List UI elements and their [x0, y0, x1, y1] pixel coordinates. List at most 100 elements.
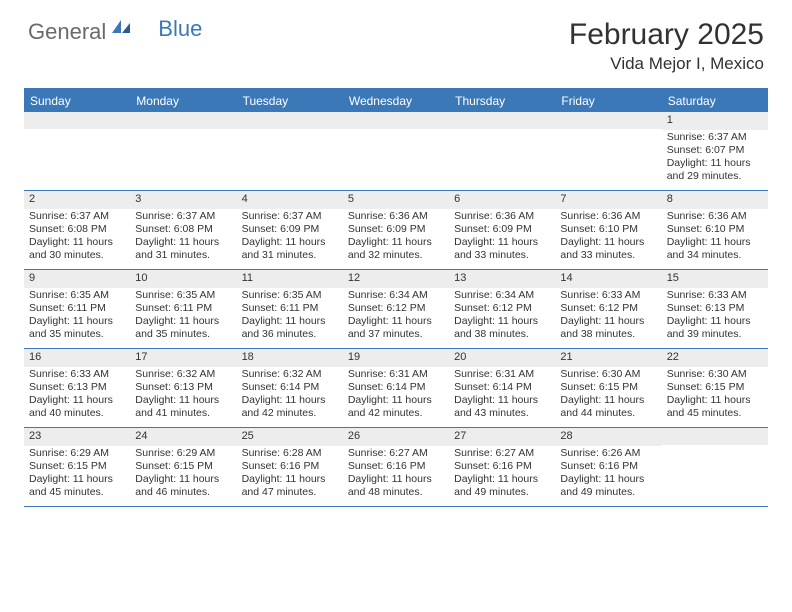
day-number: 3: [130, 191, 236, 209]
day-number: 8: [662, 191, 768, 209]
day-number: 18: [237, 349, 343, 367]
daylight-text: Daylight: 11 hours and 39 minutes.: [667, 315, 763, 341]
day-number: 22: [662, 349, 768, 367]
day-number: 14: [555, 270, 661, 288]
day-cell: [24, 112, 130, 190]
calendar: SundayMondayTuesdayWednesdayThursdayFrid…: [24, 88, 768, 507]
day-number: 4: [237, 191, 343, 209]
logo: General Blue: [28, 18, 202, 45]
day-cell: 3Sunrise: 6:37 AMSunset: 6:08 PMDaylight…: [130, 191, 236, 269]
sunrise-text: Sunrise: 6:33 AM: [560, 289, 656, 302]
sunset-text: Sunset: 6:14 PM: [454, 381, 550, 394]
sunset-text: Sunset: 6:08 PM: [135, 223, 231, 236]
day-body: Sunrise: 6:32 AMSunset: 6:13 PMDaylight:…: [130, 367, 236, 421]
day-body: Sunrise: 6:37 AMSunset: 6:08 PMDaylight:…: [130, 209, 236, 263]
sunrise-text: Sunrise: 6:29 AM: [29, 447, 125, 460]
day-number: 21: [555, 349, 661, 367]
day-cell: 28Sunrise: 6:26 AMSunset: 6:16 PMDayligh…: [555, 428, 661, 506]
day-cell: 26Sunrise: 6:27 AMSunset: 6:16 PMDayligh…: [343, 428, 449, 506]
sunrise-text: Sunrise: 6:36 AM: [560, 210, 656, 223]
sunrise-text: Sunrise: 6:27 AM: [348, 447, 444, 460]
day-cell: 23Sunrise: 6:29 AMSunset: 6:15 PMDayligh…: [24, 428, 130, 506]
sunrise-text: Sunrise: 6:36 AM: [454, 210, 550, 223]
sunrise-text: Sunrise: 6:36 AM: [348, 210, 444, 223]
day-number: 9: [24, 270, 130, 288]
sunrise-text: Sunrise: 6:32 AM: [242, 368, 338, 381]
day-body: Sunrise: 6:31 AMSunset: 6:14 PMDaylight:…: [343, 367, 449, 421]
logo-text-blue: Blue: [158, 16, 202, 42]
week-row: 16Sunrise: 6:33 AMSunset: 6:13 PMDayligh…: [24, 349, 768, 428]
day-number: 1: [662, 112, 768, 130]
day-cell: [343, 112, 449, 190]
day-cell: 16Sunrise: 6:33 AMSunset: 6:13 PMDayligh…: [24, 349, 130, 427]
day-cell: 21Sunrise: 6:30 AMSunset: 6:15 PMDayligh…: [555, 349, 661, 427]
sunset-text: Sunset: 6:09 PM: [454, 223, 550, 236]
sunset-text: Sunset: 6:14 PM: [348, 381, 444, 394]
daylight-text: Daylight: 11 hours and 46 minutes.: [135, 473, 231, 499]
day-cell: 7Sunrise: 6:36 AMSunset: 6:10 PMDaylight…: [555, 191, 661, 269]
day-body: Sunrise: 6:37 AMSunset: 6:09 PMDaylight:…: [237, 209, 343, 263]
daylight-text: Daylight: 11 hours and 38 minutes.: [454, 315, 550, 341]
day-body: Sunrise: 6:30 AMSunset: 6:15 PMDaylight:…: [662, 367, 768, 421]
page-title: February 2025: [569, 18, 764, 52]
daylight-text: Daylight: 11 hours and 35 minutes.: [135, 315, 231, 341]
day-cell: 14Sunrise: 6:33 AMSunset: 6:12 PMDayligh…: [555, 270, 661, 348]
sunset-text: Sunset: 6:14 PM: [242, 381, 338, 394]
title-block: February 2025 Vida Mejor I, Mexico: [569, 18, 764, 74]
sunset-text: Sunset: 6:15 PM: [29, 460, 125, 473]
day-cell: 22Sunrise: 6:30 AMSunset: 6:15 PMDayligh…: [662, 349, 768, 427]
sunset-text: Sunset: 6:16 PM: [242, 460, 338, 473]
day-body: Sunrise: 6:28 AMSunset: 6:16 PMDaylight:…: [237, 446, 343, 500]
day-number: 19: [343, 349, 449, 367]
day-body: Sunrise: 6:36 AMSunset: 6:10 PMDaylight:…: [662, 209, 768, 263]
day-number: 15: [662, 270, 768, 288]
sunset-text: Sunset: 6:11 PM: [242, 302, 338, 315]
sunrise-text: Sunrise: 6:31 AM: [454, 368, 550, 381]
sunset-text: Sunset: 6:13 PM: [667, 302, 763, 315]
daylight-text: Daylight: 11 hours and 40 minutes.: [29, 394, 125, 420]
daylight-text: Daylight: 11 hours and 42 minutes.: [348, 394, 444, 420]
day-number: 24: [130, 428, 236, 446]
daylight-text: Daylight: 11 hours and 31 minutes.: [135, 236, 231, 262]
day-number: 11: [237, 270, 343, 288]
day-number: [237, 112, 343, 129]
daylight-text: Daylight: 11 hours and 34 minutes.: [667, 236, 763, 262]
weekday-header: Tuesday: [237, 90, 343, 112]
day-cell: 13Sunrise: 6:34 AMSunset: 6:12 PMDayligh…: [449, 270, 555, 348]
sunset-text: Sunset: 6:12 PM: [348, 302, 444, 315]
sunset-text: Sunset: 6:10 PM: [560, 223, 656, 236]
weekday-header: Sunday: [24, 90, 130, 112]
day-cell: 6Sunrise: 6:36 AMSunset: 6:09 PMDaylight…: [449, 191, 555, 269]
sunset-text: Sunset: 6:16 PM: [454, 460, 550, 473]
daylight-text: Daylight: 11 hours and 35 minutes.: [29, 315, 125, 341]
day-number: 27: [449, 428, 555, 446]
day-cell: [237, 112, 343, 190]
day-body: Sunrise: 6:27 AMSunset: 6:16 PMDaylight:…: [449, 446, 555, 500]
day-cell: 19Sunrise: 6:31 AMSunset: 6:14 PMDayligh…: [343, 349, 449, 427]
sunset-text: Sunset: 6:07 PM: [667, 144, 763, 157]
day-body: Sunrise: 6:37 AMSunset: 6:07 PMDaylight:…: [662, 130, 768, 184]
sunset-text: Sunset: 6:11 PM: [29, 302, 125, 315]
day-cell: 25Sunrise: 6:28 AMSunset: 6:16 PMDayligh…: [237, 428, 343, 506]
day-body: Sunrise: 6:30 AMSunset: 6:15 PMDaylight:…: [555, 367, 661, 421]
day-number: 6: [449, 191, 555, 209]
sunrise-text: Sunrise: 6:30 AM: [560, 368, 656, 381]
day-number: 23: [24, 428, 130, 446]
sunset-text: Sunset: 6:15 PM: [560, 381, 656, 394]
day-cell: 10Sunrise: 6:35 AMSunset: 6:11 PMDayligh…: [130, 270, 236, 348]
day-number: 25: [237, 428, 343, 446]
sunset-text: Sunset: 6:08 PM: [29, 223, 125, 236]
sunrise-text: Sunrise: 6:27 AM: [454, 447, 550, 460]
day-cell: [662, 428, 768, 506]
day-number: 13: [449, 270, 555, 288]
sunrise-text: Sunrise: 6:35 AM: [242, 289, 338, 302]
day-number: [24, 112, 130, 129]
sunset-text: Sunset: 6:09 PM: [348, 223, 444, 236]
day-cell: 5Sunrise: 6:36 AMSunset: 6:09 PMDaylight…: [343, 191, 449, 269]
day-body: Sunrise: 6:27 AMSunset: 6:16 PMDaylight:…: [343, 446, 449, 500]
sunrise-text: Sunrise: 6:32 AM: [135, 368, 231, 381]
sunrise-text: Sunrise: 6:33 AM: [667, 289, 763, 302]
week-row: 2Sunrise: 6:37 AMSunset: 6:08 PMDaylight…: [24, 191, 768, 270]
sunrise-text: Sunrise: 6:35 AM: [29, 289, 125, 302]
daylight-text: Daylight: 11 hours and 49 minutes.: [454, 473, 550, 499]
